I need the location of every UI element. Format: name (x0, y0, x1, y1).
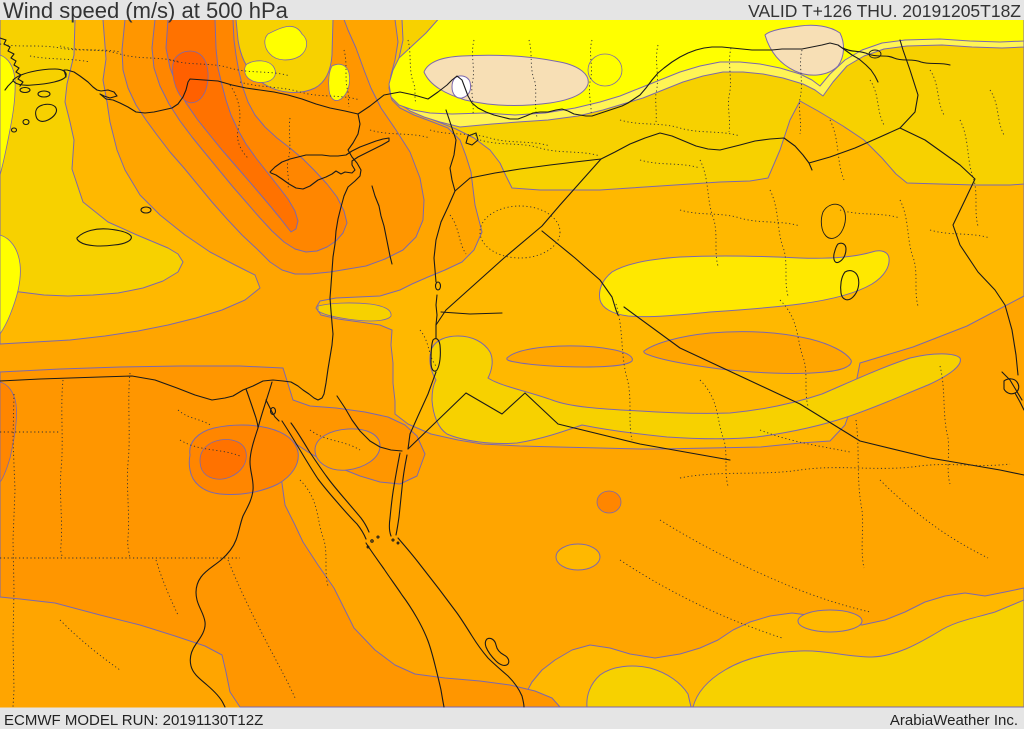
svg-text:ArabiaWeather Inc.: ArabiaWeather Inc. (890, 712, 1018, 729)
svg-text:Wind speed (m/s) at 500 hPa: Wind speed (m/s) at 500 hPa (3, 0, 289, 23)
svg-text:VALID T+126 THU. 20191205T18Z: VALID T+126 THU. 20191205T18Z (748, 1, 1021, 21)
svg-text:ECMWF MODEL RUN: 20191130T12Z: ECMWF MODEL RUN: 20191130T12Z (4, 712, 263, 729)
